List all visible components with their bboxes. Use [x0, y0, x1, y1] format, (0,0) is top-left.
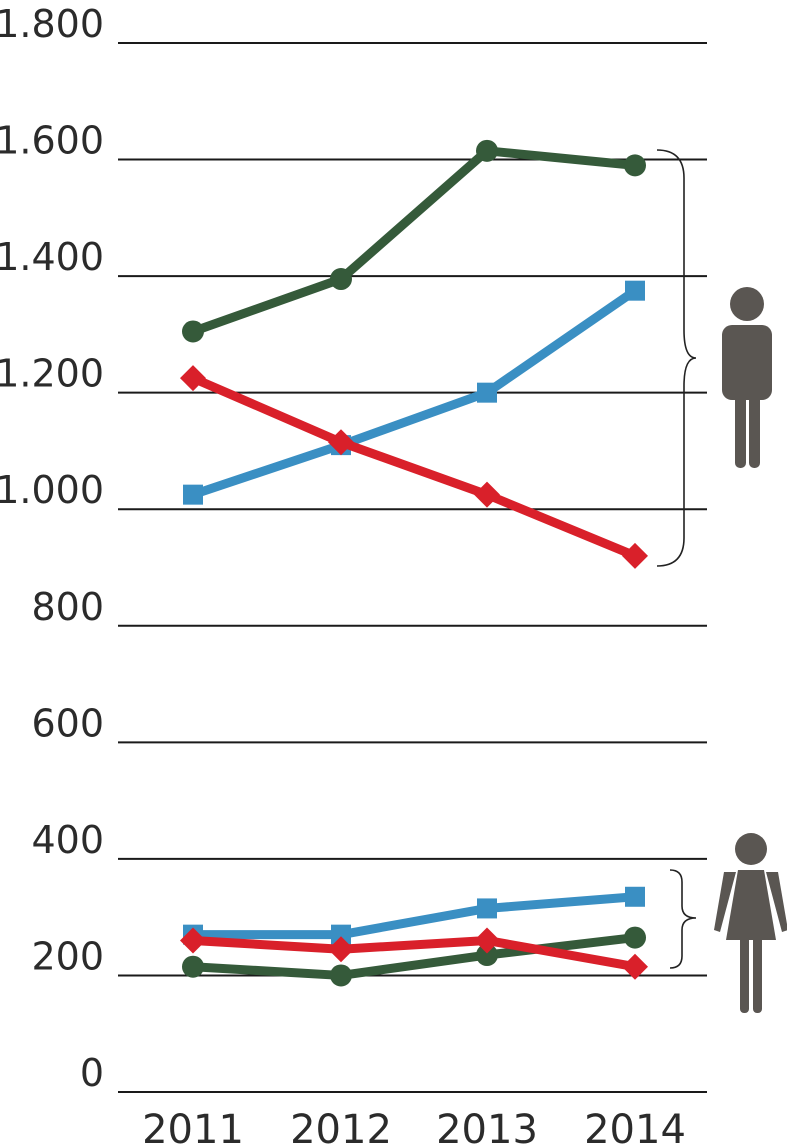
- series-line: [192, 935, 636, 972]
- series-diamond-men: [180, 365, 648, 569]
- x-tick-label: 2014: [584, 1107, 686, 1148]
- series-lines: [180, 139, 648, 987]
- series-circle-men: [182, 139, 646, 343]
- y-tick-label: 1.600: [0, 119, 104, 163]
- data-point-diamond: [180, 927, 206, 954]
- y-tick-label: 0: [80, 1051, 104, 1095]
- data-point-square: [183, 484, 203, 505]
- data-point-diamond: [328, 936, 354, 963]
- data-point-diamond: [474, 927, 500, 954]
- data-point-square: [625, 886, 645, 907]
- y-tick-label: 1.200: [0, 352, 104, 396]
- data-point-circle: [624, 926, 646, 949]
- data-point-circle: [182, 320, 204, 343]
- series-circle-women: [182, 926, 646, 987]
- data-point-square: [477, 898, 497, 919]
- data-point-circle: [182, 955, 204, 978]
- y-tick-label: 1.000: [0, 468, 104, 512]
- data-point-diamond: [180, 365, 206, 392]
- data-point-circle: [476, 944, 498, 967]
- women-group-brace: [669, 869, 697, 969]
- data-point-circle: [476, 139, 498, 162]
- x-tick-label: 2013: [436, 1107, 538, 1148]
- woman-icon: [714, 833, 787, 1013]
- series-square-women: [183, 886, 645, 945]
- data-point-diamond: [474, 481, 500, 508]
- series-line: [191, 286, 638, 499]
- data-point-diamond: [328, 429, 354, 456]
- y-axis-tick-labels: 0 200 400 600 800 1.000 1.200 1.400 1.600 1.800: [0, 2, 104, 1095]
- x-tick-label: 2012: [290, 1107, 392, 1148]
- series-diamond-women: [180, 927, 648, 980]
- data-point-circle: [624, 154, 646, 177]
- x-tick-label: 2011: [142, 1107, 244, 1148]
- man-icon: [722, 287, 772, 468]
- y-tick-label: 600: [31, 701, 104, 745]
- data-point-square: [331, 924, 351, 945]
- series-line: [192, 933, 636, 980]
- x-axis-tick-labels: 2011 2012 2013 2014: [142, 1107, 686, 1148]
- y-tick-label: 1.400: [0, 235, 104, 279]
- series-line: [191, 146, 636, 336]
- data-point-circle: [330, 268, 352, 291]
- data-point-square: [625, 280, 645, 301]
- data-point-square: [477, 382, 497, 403]
- y-tick-label: 1.800: [0, 2, 104, 46]
- y-tick-label: 200: [31, 934, 104, 978]
- series-line: [191, 373, 637, 561]
- data-point-circle: [330, 964, 352, 987]
- y-tick-label: 400: [31, 818, 104, 862]
- y-tick-label: 800: [31, 585, 104, 629]
- men-group-brace: [656, 149, 697, 567]
- data-point-diamond: [622, 953, 648, 980]
- data-point-diamond: [622, 542, 648, 569]
- series-line: [193, 892, 636, 940]
